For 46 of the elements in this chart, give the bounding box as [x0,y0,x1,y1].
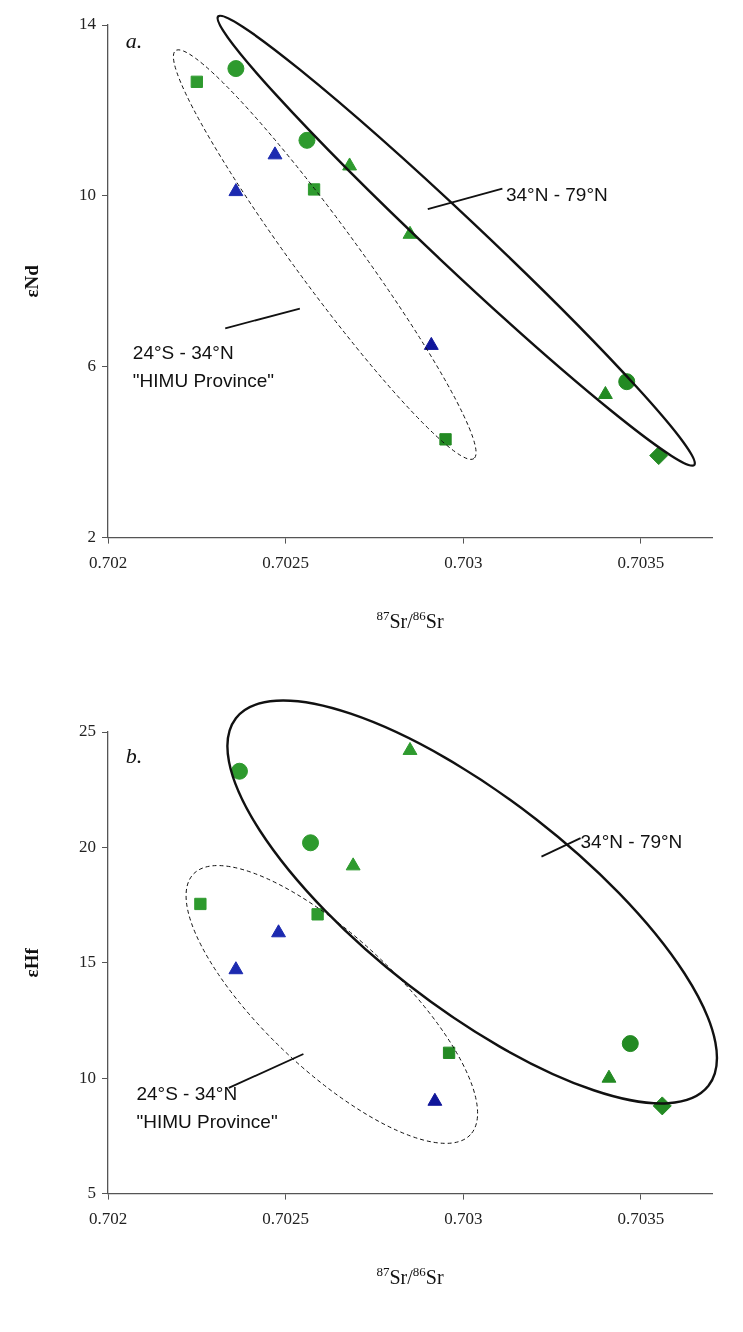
point [230,762,248,780]
point [190,75,203,88]
y-tick-label: 20 [79,836,96,856]
annotation: a. [125,27,143,53]
y-tick-label: 14 [79,14,97,34]
point [649,446,669,466]
x-tick-label: 0.703 [444,1209,483,1229]
x-tick-label: 0.702 [88,1209,128,1229]
x-tick-label: 0.7035 [617,553,665,573]
x-tick-label: 0.702 [88,553,128,573]
point [228,961,244,975]
x-tick-label: 0.7025 [262,1209,310,1229]
point [597,386,613,399]
point [311,908,324,921]
point [423,336,439,350]
x-tick-label: 0.7025 [262,553,310,573]
y-tick-label: 6 [87,356,96,376]
x-tick-label: 0.703 [444,553,483,573]
point [227,60,245,78]
point [302,834,320,852]
annotation: b. [125,743,143,769]
annotation: 24°S - 34°N "HIMU Province" [132,342,275,392]
point [298,131,316,149]
point [194,897,207,911]
y-tick-label: 10 [79,1067,96,1087]
point [427,1092,443,1106]
point [267,146,283,160]
point [601,1069,617,1083]
annotation: 34°N - 79°N [505,184,608,206]
y-tick-label: 15 [79,952,96,972]
annotation: 24°S - 34°N "HIMU Province" [136,1082,278,1132]
point [621,1035,639,1053]
point [439,433,452,446]
point [228,183,244,197]
y-tick-label: 5 [87,1183,96,1203]
point [442,1046,456,1059]
point [307,183,321,196]
point [271,924,286,938]
x-tick-label: 0.7035 [617,1209,665,1229]
y-tick-label: 10 [79,185,96,205]
point [345,857,361,871]
annotation: 34°N - 79°N [580,831,683,853]
y-tick-label: 25 [79,721,96,741]
y-axis-title: εNd [21,264,43,298]
y-axis-title: εHf [21,947,43,978]
y-tick-label: 2 [87,527,96,547]
